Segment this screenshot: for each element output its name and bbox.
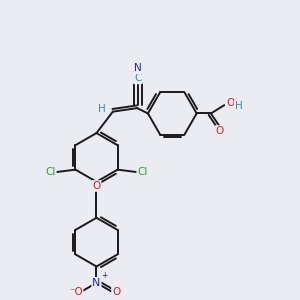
Text: Cl: Cl <box>137 167 148 177</box>
Text: C: C <box>134 74 142 83</box>
Text: N: N <box>92 278 101 288</box>
Text: Cl: Cl <box>45 167 56 177</box>
Text: H: H <box>98 104 106 114</box>
Text: O: O <box>92 181 101 191</box>
Text: N: N <box>134 63 142 73</box>
Text: O: O <box>226 98 234 108</box>
Text: +: + <box>102 271 108 280</box>
Text: H: H <box>235 101 242 111</box>
Text: ⁻O: ⁻O <box>69 287 82 297</box>
Text: O: O <box>112 287 120 297</box>
Text: O: O <box>216 126 224 136</box>
